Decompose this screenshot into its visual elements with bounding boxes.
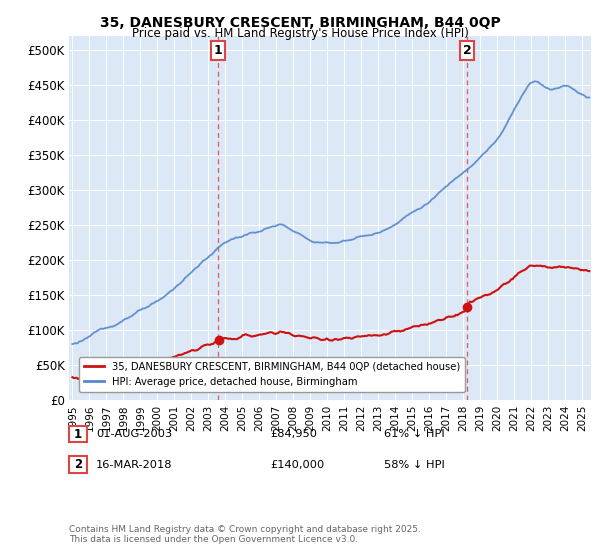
Text: 16-MAR-2018: 16-MAR-2018 [96, 460, 173, 470]
Text: 1: 1 [214, 44, 223, 57]
Text: 2: 2 [74, 458, 82, 472]
Text: Contains HM Land Registry data © Crown copyright and database right 2025.
This d: Contains HM Land Registry data © Crown c… [69, 525, 421, 544]
Text: 35, DANESBURY CRESCENT, BIRMINGHAM, B44 0QP: 35, DANESBURY CRESCENT, BIRMINGHAM, B44 … [100, 16, 500, 30]
Text: 2: 2 [463, 44, 472, 57]
FancyBboxPatch shape [211, 40, 226, 60]
Text: 61% ↓ HPI: 61% ↓ HPI [384, 429, 445, 439]
Text: £84,950: £84,950 [270, 429, 317, 439]
Text: Price paid vs. HM Land Registry's House Price Index (HPI): Price paid vs. HM Land Registry's House … [131, 27, 469, 40]
Text: £140,000: £140,000 [270, 460, 324, 470]
Text: 58% ↓ HPI: 58% ↓ HPI [384, 460, 445, 470]
Text: 01-AUG-2003: 01-AUG-2003 [96, 429, 172, 439]
Text: 1: 1 [74, 427, 82, 441]
FancyBboxPatch shape [460, 40, 474, 60]
Legend: 35, DANESBURY CRESCENT, BIRMINGHAM, B44 0QP (detached house), HPI: Average price: 35, DANESBURY CRESCENT, BIRMINGHAM, B44 … [79, 357, 466, 392]
